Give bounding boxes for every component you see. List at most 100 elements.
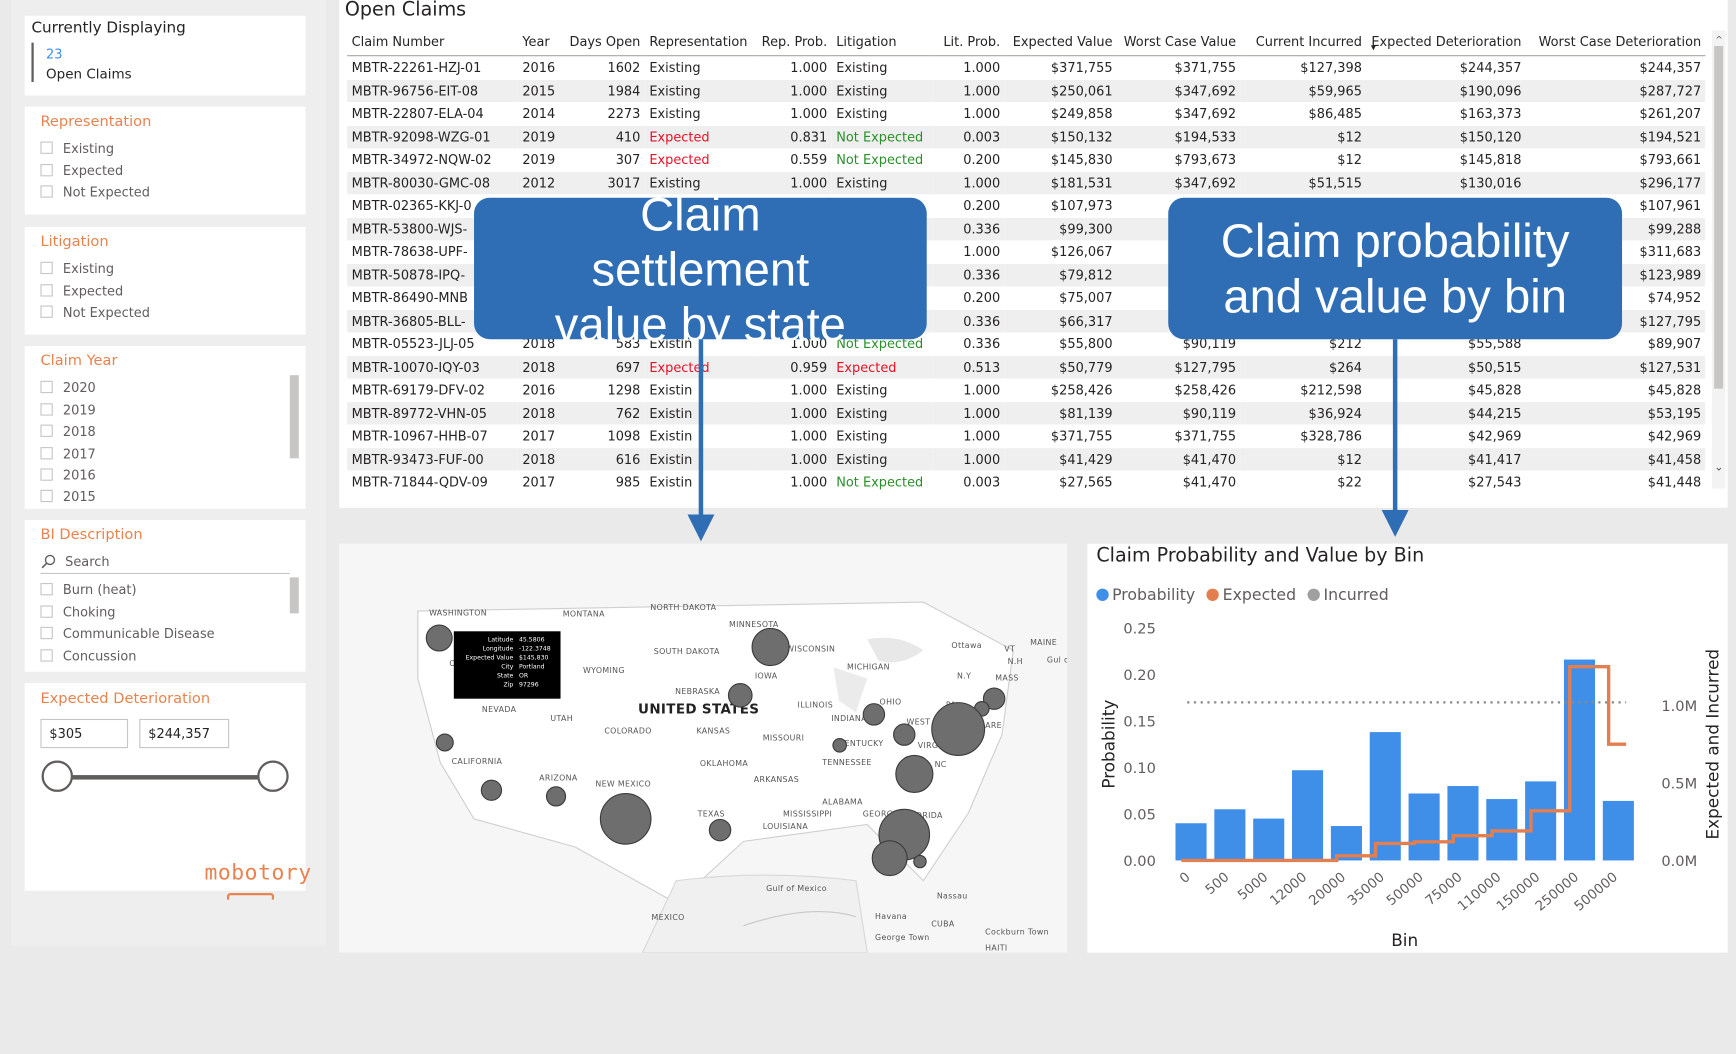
column-header[interactable]: Year [517,28,566,57]
currently-displaying-card: Currently Displaying 23 Open Claims [24,15,306,96]
column-header[interactable]: Expected Value [1004,28,1118,57]
representation-option-not-expected[interactable]: Not Expected [40,181,150,202]
map-bubble[interactable] [751,627,790,667]
map-bubble[interactable] [480,779,503,801]
table-row[interactable]: MBTR-34972-NQW-02 2019 307 Expected 0.559 Not… [347,148,1706,171]
column-header[interactable]: Worst Case Deterioration [1525,28,1706,57]
bi-option-choking[interactable]: Choking [40,601,115,622]
claim-year-option-2018[interactable]: 2018 [40,420,96,441]
checkbox[interactable] [40,141,53,154]
search-placeholder: Search [65,553,110,570]
litigation-option-expected[interactable]: Expected [40,280,123,301]
table-scrollbar[interactable]: ^ ⌄ [1711,30,1726,489]
checkbox[interactable] [40,468,53,481]
litigation-option-not-expected[interactable]: Not Expected [40,301,150,322]
checkbox[interactable] [40,605,53,618]
table-row[interactable]: MBTR-22261-HZJ-01 2016 1602 Existing 1.000 Ex… [347,56,1706,80]
map-bubble[interactable] [727,682,753,708]
table-row[interactable]: MBTR-71844-QDV-09 2017 985 Existin 1.000 Not … [347,471,1706,494]
scroll-up-icon[interactable]: ^ [1715,34,1723,45]
checkbox[interactable] [40,261,53,275]
table-row[interactable]: MBTR-10070-IQY-03 2018 697 Expected 0.959 Exp… [347,355,1706,379]
legend-item-expected[interactable]: Expected [1206,586,1296,604]
checkbox[interactable] [40,626,53,640]
scrollbar[interactable] [289,577,299,614]
claim-year-option-2019[interactable]: 2019 [40,399,96,420]
map-bubble[interactable] [913,854,927,869]
table-row[interactable]: MBTR-69179-DFV-02 2016 1298 Existin 1.000 Exi… [347,379,1706,402]
map-label: WASHINGTON [429,608,488,618]
map-bubble[interactable] [599,793,652,845]
table-row[interactable]: MBTR-89772-VHN-05 2018 762 Existin 1.000 Exis… [347,401,1706,425]
representation-option-expected[interactable]: Expected [40,160,123,181]
column-header[interactable]: Litigation [831,28,933,57]
scroll-thumb[interactable] [1714,46,1724,389]
table-row[interactable]: MBTR-92098-WZG-01 2019 410 Expected 0.831 Not… [347,125,1706,149]
table-cell: MBTR-02365-KKJ-0 [351,197,472,214]
column-header[interactable]: Lit. Prob. [932,28,1005,57]
column-header[interactable]: Expected Deterioration ▾ [1366,28,1526,57]
table-row[interactable]: MBTR-05523-JLJ-05 2018 583 Existin 1.000 Not … [347,332,1706,355]
table-row[interactable]: MBTR-96756-EIT-08 2015 1984 Existing 1.000 Ex… [347,79,1706,103]
column-header[interactable]: Claim Number [347,28,518,57]
map-bubble[interactable] [931,702,986,756]
table-row[interactable]: MBTR-80030-GMC-08 2012 3017 Existing 1.000 Ex… [347,171,1706,195]
legend-item-incurred[interactable]: Incurred [1307,586,1389,604]
map-bubble[interactable] [832,738,847,753]
column-header[interactable]: Representation [644,28,758,57]
checkbox[interactable] [40,185,53,198]
range-min-handle[interactable] [41,760,74,792]
table-row[interactable]: MBTR-02365-KKJ-0 0.200 $107,973 $107,961 [347,194,1706,217]
checkbox[interactable] [40,582,53,596]
table-cell: 2019 [522,151,556,168]
claim-year-option-2020[interactable]: 2020 [40,376,96,397]
table-row[interactable]: MBTR-93473-FUF-00 2018 616 Existin 1.000 Exis… [347,447,1706,471]
bi-option-burn[interactable]: Burn (heat) [40,578,137,599]
column-header[interactable]: Current Incurred [1240,28,1367,57]
claim-year-option-2017[interactable]: 2017 [40,443,96,464]
bi-option-communicable-disease[interactable]: Communicable Disease [40,622,215,643]
table-cell: 1.000 [790,428,828,444]
column-header[interactable]: Days Open [565,28,645,57]
checkbox[interactable] [40,489,53,503]
bi-search-box[interactable]: Search [40,550,290,575]
checkbox[interactable] [40,649,53,662]
range-min-input[interactable]: $305 [40,718,129,749]
checkbox[interactable] [40,164,53,177]
bi-option-concussion[interactable]: Concussion [40,645,136,666]
checkbox[interactable] [40,447,53,460]
table-cell: Existing [836,105,888,122]
table-row[interactable]: MBTR-10967-HHB-07 2017 1098 Existin 1.000 Exi… [347,425,1706,448]
table-cell: 1602 [607,59,641,76]
column-header[interactable]: Rep. Prob. [757,28,832,57]
range-max-input[interactable]: $244,357 [139,718,230,749]
map-bubble[interactable] [893,723,916,746]
checkbox[interactable] [40,403,53,416]
claims-map[interactable]: WASHINGTON MONTANA NORTH DAKOTA MINNESOTA SO… [339,543,1068,953]
scrollbar[interactable] [289,375,299,459]
claim-year-option-2016[interactable]: 2016 [40,464,96,485]
table-row[interactable]: MBTR-22807-ELA-04 2014 2273 Existing 1.000 Ex… [347,102,1706,125]
litigation-option-existing[interactable]: Existing [40,257,114,278]
map-bubble[interactable] [708,818,732,842]
table-row[interactable]: MBTR-86490-MNB 0.200 $75,007 $74,952 [347,286,1706,309]
representation-option-existing[interactable]: Existing [40,137,114,158]
sort-desc-icon[interactable]: ▾ [1370,42,1377,54]
checkbox[interactable] [40,305,53,318]
scroll-down-icon[interactable]: ⌄ [1714,461,1724,475]
map-bubble[interactable] [871,840,908,877]
map-bubble[interactable] [425,624,453,652]
checkbox[interactable] [40,424,53,437]
claim-year-option-2015[interactable]: 2015 [40,485,96,506]
checkbox[interactable] [40,380,53,394]
map-bubble[interactable] [862,703,886,726]
map-bubble[interactable] [435,733,454,752]
legend-item-probability[interactable]: Probability [1096,586,1195,604]
map-bubble[interactable] [895,754,934,794]
table-row[interactable]: MBTR-78638-UPF- 1.000 $126,067 $311,683 [347,240,1706,263]
range-max-handle[interactable] [257,760,289,792]
checkbox[interactable] [40,284,53,297]
map-bubble[interactable] [545,786,567,807]
table-cell: $371,755 [1050,59,1113,76]
column-header[interactable]: Worst Case Value [1117,28,1241,57]
